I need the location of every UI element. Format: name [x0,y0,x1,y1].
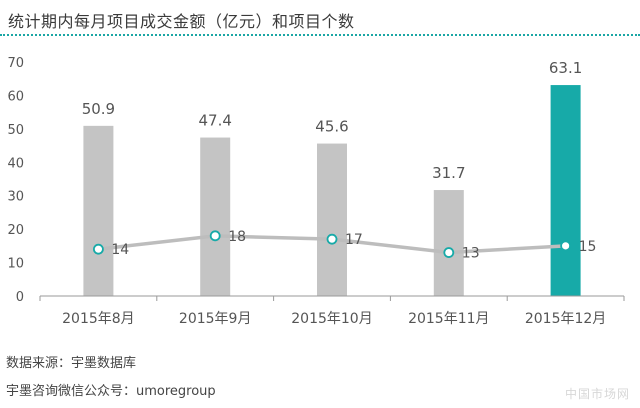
x-tick-label: 2015年11月 [408,311,489,327]
line-value-label: 18 [228,229,246,245]
x-tick-label: 2015年8月 [62,311,135,327]
x-tick-label: 2015年12月 [525,311,606,327]
line-series: 14 18 17 13 15 [93,229,597,262]
line-point [209,230,221,242]
bar-value-label: 31.7 [432,164,465,182]
line-point [326,233,338,245]
x-tick-label: 2015年10月 [291,311,372,327]
line-value-label: 17 [345,232,363,248]
line-value-label: 14 [111,242,129,258]
y-tick-label: 0 [16,290,24,305]
bar [550,85,581,296]
bar-series [83,85,581,296]
bar [317,143,347,296]
line-value-label: 13 [462,246,480,262]
bar [83,125,114,296]
y-tick-label: 10 [7,257,24,272]
watermark-logo: 中国市场网 [564,387,630,401]
chart-title: 统计期内每月项目成交金额（亿元）和项目个数 [8,12,355,31]
y-axis: 0 10 20 30 40 50 60 70 [7,56,24,305]
line-point [93,243,104,255]
data-source-note: 数据来源：宇墨数据库 [6,356,137,371]
y-tick-label: 70 [7,56,24,71]
y-tick-label: 30 [7,190,24,205]
wechat-account-note: 宇墨咨询微信公众号：umoregroup [6,384,216,399]
y-tick-label: 20 [7,223,24,238]
line-value-label: 15 [579,239,597,255]
x-tick-label: 2015年9月 [179,311,252,327]
y-tick-label: 60 [7,89,24,104]
bar-value-label: 63.1 [549,59,582,77]
bar [433,190,464,296]
title-divider [0,34,640,36]
bar-value-label: 47.4 [198,112,231,130]
bar [200,137,231,296]
bar-value-label: 50.9 [82,100,115,118]
x-axis: 2015年8月 2015年9月 2015年10月 2015年11月 2015年12月 [39,295,625,327]
line-point [560,240,571,252]
line-point [443,247,455,258]
y-tick-label: 40 [7,156,24,171]
bar-value-label: 45.6 [315,118,348,136]
bar-value-labels: 50.9 47.4 45.6 31.7 63.1 [82,59,583,182]
y-tick-label: 50 [7,123,24,138]
